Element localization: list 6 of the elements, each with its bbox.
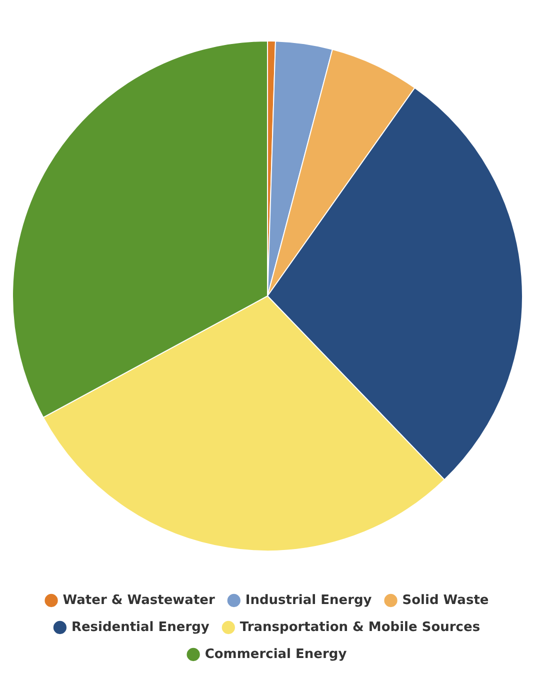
legend-label: Commercial Energy (204, 646, 348, 662)
legend-label: Residential Energy (71, 620, 210, 635)
legend-label: Solid Waste (402, 592, 489, 608)
legend-label: Water & Wastewater (62, 592, 216, 608)
legend-label: Transportation & Mobile Sources (240, 620, 480, 635)
legend-label: Industrial Energy (245, 592, 372, 608)
